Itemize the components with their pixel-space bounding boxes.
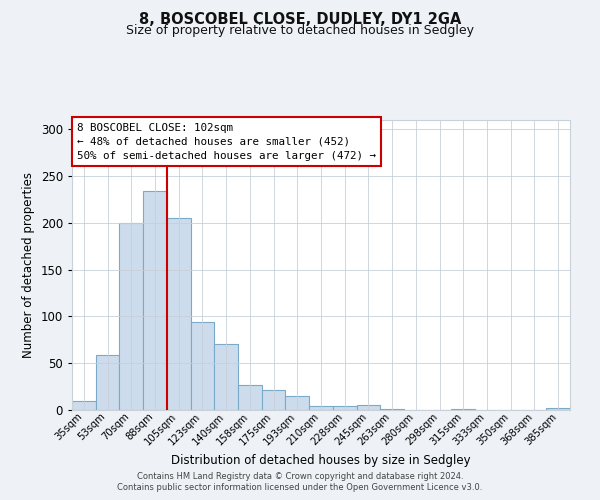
Text: Contains HM Land Registry data © Crown copyright and database right 2024.: Contains HM Land Registry data © Crown c… [137,472,463,481]
Bar [333,406,356,410]
Bar [191,322,214,410]
Bar [356,406,380,410]
Bar [72,400,96,410]
Text: Size of property relative to detached houses in Sedgley: Size of property relative to detached ho… [126,24,474,37]
Bar [238,384,262,410]
Bar [546,408,570,410]
Y-axis label: Number of detached properties: Number of detached properties [22,172,35,358]
X-axis label: Distribution of detached houses by size in Sedgley: Distribution of detached houses by size … [171,454,471,467]
Bar [96,355,119,410]
Bar [167,218,191,410]
Text: Contains public sector information licensed under the Open Government Licence v3: Contains public sector information licen… [118,484,482,492]
Text: 8, BOSCOBEL CLOSE, DUDLEY, DY1 2GA: 8, BOSCOBEL CLOSE, DUDLEY, DY1 2GA [139,12,461,28]
Bar [286,396,309,410]
Text: 8 BOSCOBEL CLOSE: 102sqm
← 48% of detached houses are smaller (452)
50% of semi-: 8 BOSCOBEL CLOSE: 102sqm ← 48% of detach… [77,123,376,161]
Bar [143,191,167,410]
Bar [380,409,404,410]
Bar [262,390,286,410]
Bar [451,409,475,410]
Bar [214,344,238,410]
Bar [309,406,333,410]
Bar [119,223,143,410]
